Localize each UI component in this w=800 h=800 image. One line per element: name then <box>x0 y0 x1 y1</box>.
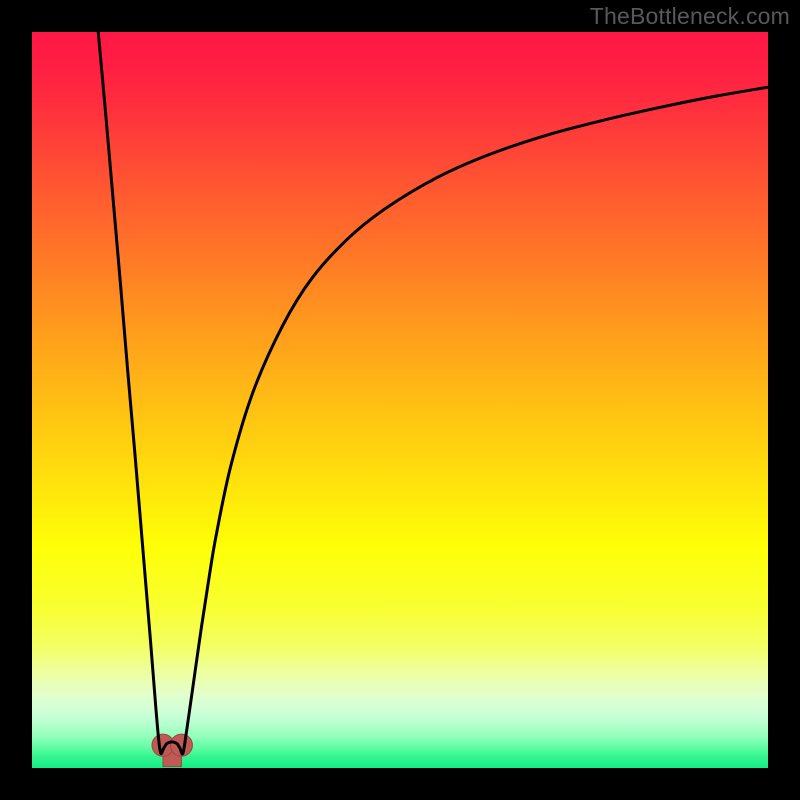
chart-container: TheBottleneck.com <box>0 0 800 800</box>
bottleneck-chart-svg <box>0 0 800 800</box>
watermark-text: TheBottleneck.com <box>590 3 790 30</box>
gradient-background <box>32 32 768 768</box>
plot-area <box>32 32 768 768</box>
